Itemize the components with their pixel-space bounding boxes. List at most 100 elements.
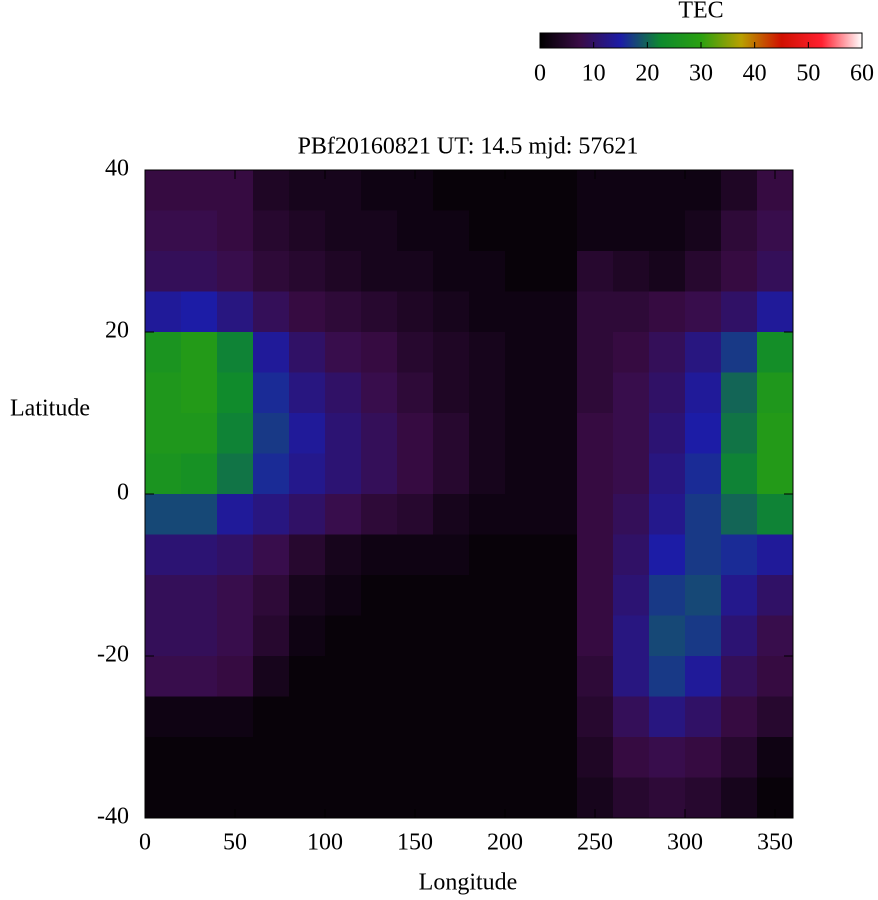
heatmap-cell (505, 453, 542, 495)
heatmap-cell (289, 656, 326, 697)
heatmap-cell (577, 372, 614, 414)
heatmap-cell (289, 332, 326, 373)
heatmap-cell (685, 534, 722, 576)
heatmap-cell (361, 251, 398, 292)
heatmap-cell (397, 413, 434, 454)
heatmap-cell (325, 534, 362, 576)
heatmap-cell (361, 615, 398, 657)
heatmap-cell (541, 372, 578, 414)
heatmap-cell (577, 332, 614, 373)
x-tick-label: 150 (397, 830, 433, 856)
heatmap-cell (757, 210, 794, 252)
heatmap-cell (469, 251, 506, 292)
heatmap-cell (613, 170, 650, 211)
heatmap-cell (145, 696, 182, 738)
heatmap-cell (541, 575, 578, 616)
heatmap-cell (325, 413, 362, 454)
heatmap-cell (649, 372, 686, 414)
heatmap-cell (541, 170, 578, 211)
heatmap-cell (541, 615, 578, 657)
heatmap-cell (685, 453, 722, 495)
heatmap-cell (361, 777, 398, 819)
heatmap-cell (613, 737, 650, 778)
heatmap-cell (613, 413, 650, 454)
heatmap-cell (505, 170, 542, 211)
heatmap-cell (325, 615, 362, 657)
heatmap-cell (253, 777, 290, 819)
heatmap-cell (325, 777, 362, 819)
heatmap-cell (289, 494, 326, 535)
heatmap-cell (757, 656, 794, 697)
heatmap-cell (289, 453, 326, 495)
heatmap-cell (469, 413, 506, 454)
heatmap-cell (613, 332, 650, 373)
heatmap-cell (397, 291, 434, 333)
heatmap-cell (649, 534, 686, 576)
heatmap-cell (253, 696, 290, 738)
heatmap-cell (649, 494, 686, 535)
heatmap-cell (649, 615, 686, 657)
heatmap-cell (685, 737, 722, 778)
heatmap-cell (613, 534, 650, 576)
x-tick-label: 250 (577, 830, 613, 856)
heatmap-cell (433, 575, 470, 616)
heatmap-cell (181, 372, 218, 414)
heatmap-cell (289, 575, 326, 616)
heatmap-cell (757, 534, 794, 576)
heatmap-cell (361, 656, 398, 697)
heatmap-cell (541, 534, 578, 576)
chart-title: PBf20160821 UT: 14.5 mjd: 57621 (298, 134, 639, 160)
heatmap-cell (469, 210, 506, 252)
heatmap-cell (433, 777, 470, 819)
heatmap-cell (505, 210, 542, 252)
heatmap-cell (289, 615, 326, 657)
heatmap-cell (649, 413, 686, 454)
heatmap-cell (181, 615, 218, 657)
heatmap-cell (181, 534, 218, 576)
heatmap-cell (757, 575, 794, 616)
heatmap-cell (505, 696, 542, 738)
heatmap-cell (613, 494, 650, 535)
heatmap-cell (649, 737, 686, 778)
heatmap-cell (541, 210, 578, 252)
heatmap-cell (721, 494, 758, 535)
heatmap-cell (397, 251, 434, 292)
heatmap-cell (469, 291, 506, 333)
heatmap-cell (145, 291, 182, 333)
heatmap-cell (217, 737, 254, 778)
heatmap-cell (469, 453, 506, 495)
heatmap-cell (757, 696, 794, 738)
heatmap-cell (361, 737, 398, 778)
heatmap-cell (505, 534, 542, 576)
heatmap-cell (541, 696, 578, 738)
heatmap-cell (217, 210, 254, 252)
heatmap-cell (469, 615, 506, 657)
heatmap-cell (469, 575, 506, 616)
heatmap-cell (325, 737, 362, 778)
heatmap-cell (145, 777, 182, 819)
heatmap-cell (685, 332, 722, 373)
heatmap-cell (181, 494, 218, 535)
heatmap-cell (685, 372, 722, 414)
colorbar-tick-label: 50 (796, 61, 820, 87)
heatmap-cell (289, 737, 326, 778)
y-tick-label: 20 (105, 318, 129, 344)
colorbar-tick-label: 30 (689, 61, 713, 87)
heatmap-cell (397, 696, 434, 738)
heatmap-cell (145, 251, 182, 292)
heatmap-cell (397, 332, 434, 373)
heatmap-cell (613, 696, 650, 738)
heatmap-cell (505, 615, 542, 657)
heatmap-cell (649, 170, 686, 211)
heatmap-cell (649, 656, 686, 697)
heatmap-cell (145, 332, 182, 373)
heatmap-cell (289, 251, 326, 292)
heatmap-cell (181, 251, 218, 292)
heatmap-cell (469, 372, 506, 414)
heatmap-cell (721, 737, 758, 778)
heatmap-cell (253, 575, 290, 616)
heatmap-cell (721, 453, 758, 495)
x-tick-label: 0 (139, 830, 151, 856)
heatmap-cell (685, 413, 722, 454)
heatmap-cell (325, 372, 362, 414)
